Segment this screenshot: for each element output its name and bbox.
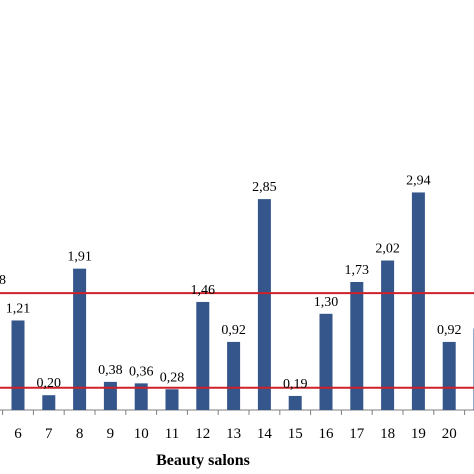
data-label-18: 2,02 [375,242,400,257]
bar-18 [381,260,395,410]
x-tick-label-13: 13 [226,426,241,442]
data-label-14: 2,85 [252,180,277,195]
axis-layer [0,409,474,415]
bar-7 [42,395,56,410]
x-tick-label-9: 9 [107,426,115,442]
bar-17 [350,281,364,410]
bar-6 [11,320,25,410]
bar-12 [196,301,210,410]
bar-8 [73,268,87,410]
data-labels: 1,21 0,20 1,91 0,38 0,36 0,28 1,46 0,92 2,85 0,19… [6,173,462,392]
partial-data-label: 8 [0,273,6,288]
data-label-13: 0,92 [221,323,246,338]
x-tick-label-20: 20 [442,426,457,442]
x-tick-label-12: 12 [195,426,210,442]
x-tick-label-18: 18 [380,426,395,442]
data-label-6: 1,21 [6,301,31,316]
data-label-17: 1,73 [345,263,370,278]
bar-11 [165,389,179,410]
x-tick-labels: 678910111213141516171819202 [14,426,457,442]
reference-lines [0,292,474,389]
x-tick-label-6: 6 [14,426,22,442]
x-axis-title: Beauty salons [156,452,250,469]
x-tick-label-8: 8 [76,426,84,442]
bar-9 [103,381,117,410]
x-tick-label-19: 19 [411,426,426,442]
data-label-15: 0,19 [283,377,308,392]
x-tick-label-11: 11 [165,426,179,442]
data-label-16: 1,30 [314,295,339,310]
bar-13 [227,341,241,410]
bar-14 [257,199,271,410]
bars-layer [11,192,474,410]
data-label-12: 1,46 [191,283,216,298]
bar-16 [319,313,333,410]
bar-20 [442,341,456,410]
bar-19 [411,192,425,410]
data-label-8: 1,91 [67,250,92,265]
x-tick-label-17: 17 [349,426,365,442]
bar-10 [134,383,148,410]
x-tick-label-14: 14 [257,426,273,442]
x-tick-label-7: 7 [45,426,53,442]
data-label-20: 0,92 [437,323,462,338]
x-tick-label-10: 10 [134,426,149,442]
data-label-7: 0,20 [37,376,62,391]
data-label-10: 0,36 [129,364,154,379]
x-tick-label-16: 16 [319,426,335,442]
bar-15 [288,395,302,410]
data-label-19: 2,94 [406,173,431,188]
data-label-11: 0,28 [160,370,185,385]
data-label-9: 0,38 [98,363,123,378]
x-tick-label-15: 15 [288,426,303,442]
